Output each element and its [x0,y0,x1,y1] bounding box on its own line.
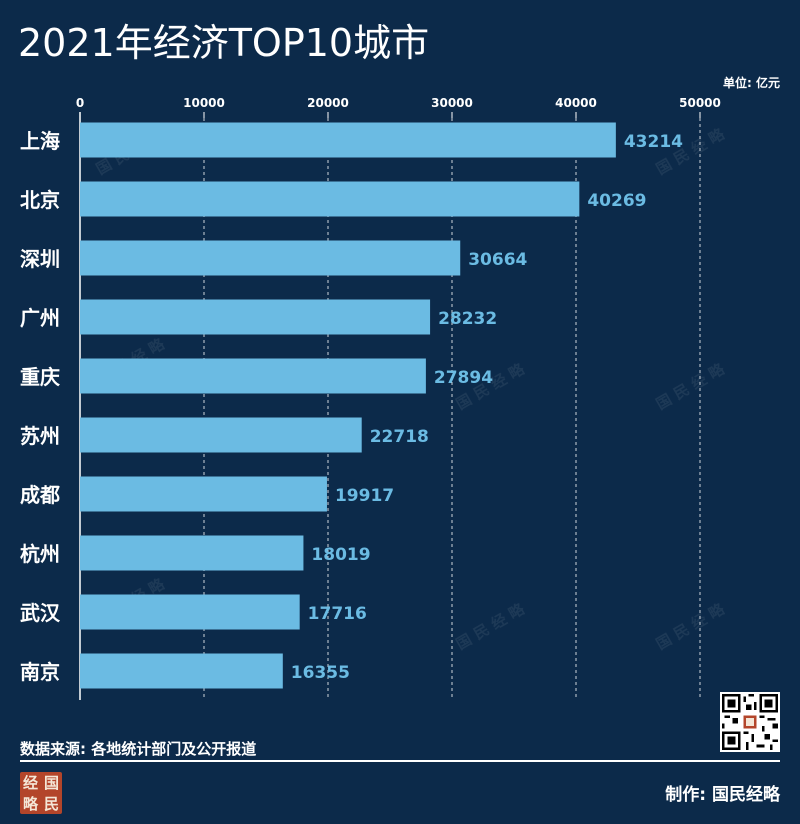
bar [80,181,580,217]
watermark-text: 国 民 经 略 [653,360,728,414]
logo-char: 国 [43,774,59,792]
x-tick-label: 50000 [679,96,721,110]
x-tick-label: 30000 [431,96,473,110]
bar [80,358,426,394]
watermark-text: 国 民 经 略 [453,600,528,654]
category-label: 上海 [20,129,60,153]
x-tick-label: 20000 [307,96,349,110]
x-tick-label: 40000 [555,96,597,110]
value-label: 28232 [438,309,497,329]
unit-label: 单位: 亿元 [723,76,780,90]
value-label: 22718 [370,427,429,447]
credit-label: 制作: 国民经略 [665,785,780,805]
category-label: 北京 [20,188,60,212]
value-label: 17716 [308,604,367,624]
bar [80,240,461,276]
x-tick-label: 10000 [183,96,225,110]
bar [80,476,327,512]
bar [80,122,616,158]
bar [80,535,304,571]
bar [80,594,300,630]
category-label: 重庆 [20,365,60,389]
value-label: 27894 [434,368,493,388]
category-label: 南京 [20,660,60,684]
bar [80,417,362,453]
watermark-text: 国 民 经 略 [653,600,728,654]
logo-char: 民 [43,795,59,813]
bar-chart: 国 民 经 略国 民 经 略国 民 经 略国 民 经 略国 民 经 略国 民 经… [20,96,728,700]
value-label: 16355 [291,663,350,683]
divider [20,760,780,762]
data-source: 数据来源: 各地统计部门及公开报道 [20,740,257,758]
category-label: 成都 [20,483,60,507]
category-label: 杭州 [20,542,60,566]
logo-char: 经 [22,774,38,792]
value-label: 18019 [311,545,370,565]
x-tick-label: 0 [76,96,84,110]
value-label: 19917 [335,486,394,506]
qr-code-icon[interactable] [720,692,780,752]
category-label: 深圳 [20,247,60,271]
category-label: 苏州 [20,424,60,448]
chart-title: 2021年经济TOP10城市 [18,21,430,65]
brand-logo: 经 国 略 民 [20,772,62,814]
bar [80,653,283,689]
bar [80,299,431,335]
category-label: 武汉 [20,601,61,625]
value-label: 43214 [624,132,683,152]
logo-char: 略 [22,795,38,813]
value-label: 30664 [468,250,527,270]
category-label: 广州 [20,306,60,330]
value-label: 40269 [587,191,646,211]
